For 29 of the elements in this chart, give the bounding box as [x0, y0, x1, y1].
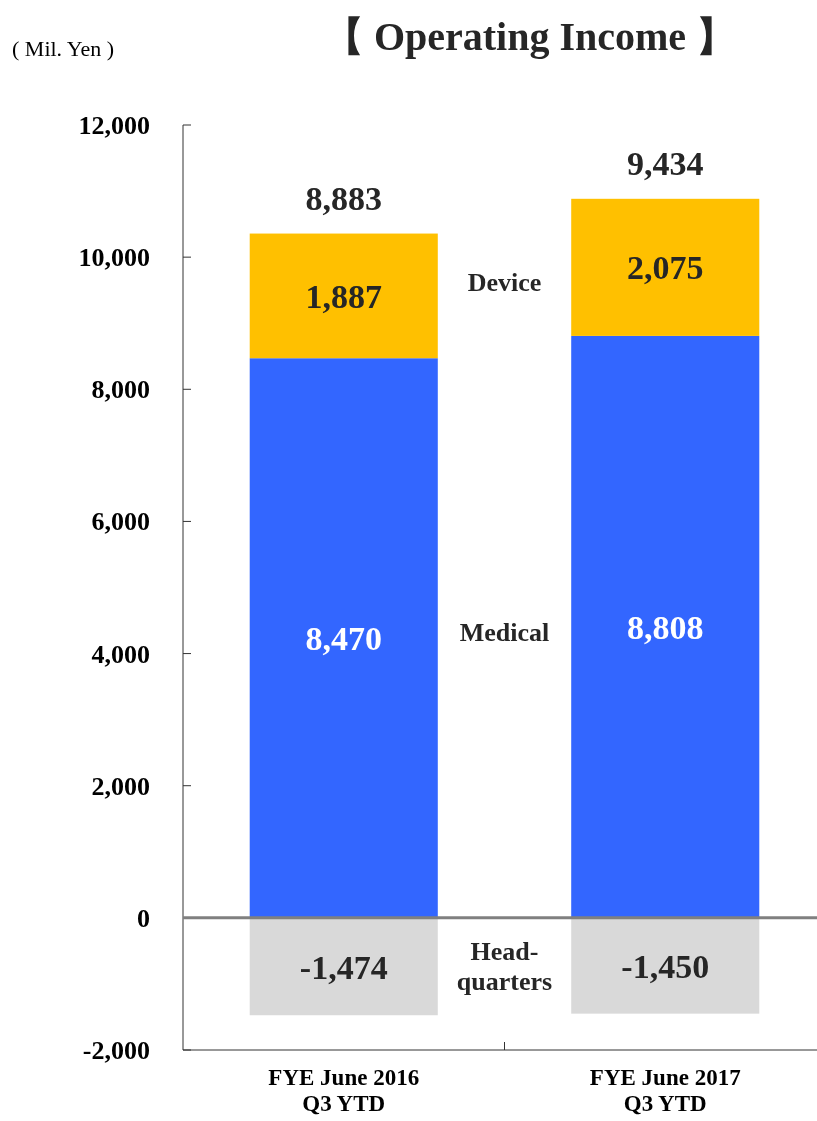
y-tick-label: 6,000 — [91, 506, 150, 536]
bar — [249, 233, 438, 359]
bar — [249, 917, 438, 1016]
y-tick-label: 4,000 — [91, 639, 150, 669]
x-tick-label: FYE June 2017 Q3 YTD — [589, 1064, 741, 1116]
data-label: -1,450 — [621, 947, 710, 985]
x-tick-label: FYE June 2016 Q3 YTD — [268, 1064, 420, 1116]
bar — [571, 917, 760, 1014]
chart-title: 【 Operating Income 】 — [323, 13, 737, 59]
data-label: 1,887 — [305, 277, 382, 315]
series-label: Medical — [459, 617, 550, 647]
y-tick-label: 0 — [137, 903, 150, 933]
y-axis-title: ( Mil. Yen ) — [12, 35, 115, 61]
data-label: -1,474 — [299, 948, 388, 986]
bar — [571, 335, 760, 918]
total-label: 8,883 — [305, 179, 382, 217]
data-label: 8,808 — [627, 608, 704, 646]
y-tick-label: 10,000 — [78, 242, 150, 272]
y-tick-label: 12,000 — [78, 110, 150, 140]
y-tick-label: -2,000 — [82, 1035, 150, 1065]
series-label: Device — [467, 267, 542, 297]
data-label: 2,075 — [627, 248, 704, 286]
data-label: 8,470 — [305, 619, 382, 657]
y-tick-label: 8,000 — [91, 374, 150, 404]
bar — [249, 358, 438, 918]
series-label: Head-quarters — [456, 936, 553, 996]
y-tick-label: 2,000 — [91, 771, 150, 801]
bar — [571, 198, 760, 336]
total-label: 9,434 — [627, 144, 704, 182]
